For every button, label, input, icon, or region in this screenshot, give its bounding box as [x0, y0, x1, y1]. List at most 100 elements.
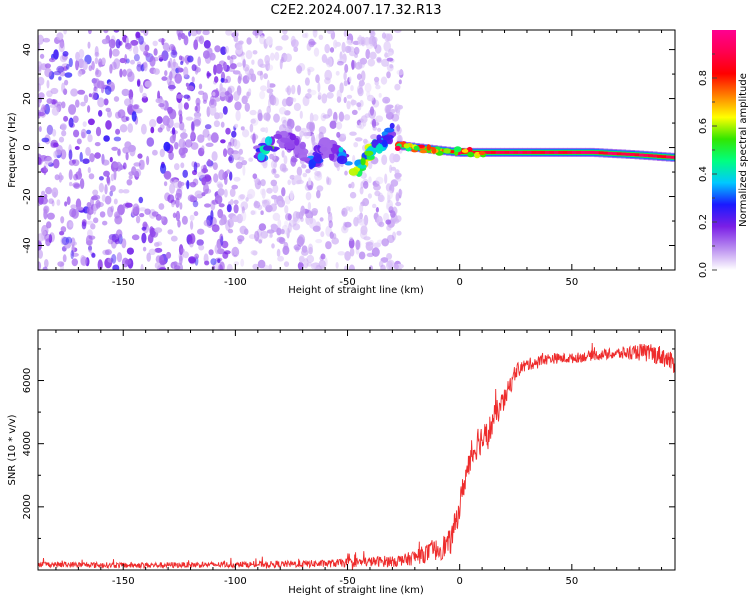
spectrogram-noise-cell [128, 171, 135, 176]
spectrogram-noise-cell [141, 232, 147, 244]
spectrogram-noise-cell [198, 90, 205, 96]
spectrogram-noise-cell [38, 66, 42, 75]
spectrogram-noise-cell [385, 203, 393, 211]
spectrogram-noise-cell [61, 124, 67, 131]
spectrogram-noise-cell [65, 236, 73, 245]
spectrogram-noise-cell [307, 201, 312, 211]
spectrogram-noise-cell [150, 126, 155, 134]
main-line-core-segment [580, 150, 586, 154]
spectrogram-noise-cell [266, 88, 274, 94]
spectrogram-noise-cell [321, 93, 328, 104]
spectrogram-noise-cell [372, 38, 377, 47]
spectrogram-noise-cell [226, 204, 232, 213]
spectrogram-noise-cell [363, 36, 371, 46]
spectrogram-noise-cell [344, 221, 352, 228]
spectrogram-noise-cell [163, 172, 171, 178]
spectrogram-noise-cell [386, 234, 395, 244]
spectrogram-noise-cell [38, 61, 43, 72]
spectrogram-noise-cell [251, 59, 255, 65]
spectrogram-noise-cell [110, 205, 114, 213]
spectrogram-noise-cell [177, 66, 181, 73]
spectrogram-noise-cell [113, 169, 117, 181]
spectrogram-noise-cell [119, 124, 128, 133]
spectrogram-noise-cell [313, 47, 320, 57]
snr-xlabel: Height of straight line (km) [288, 585, 424, 596]
spectrogram-noise-cell [302, 33, 308, 38]
spectrogram-noise-cell [218, 169, 226, 181]
spectrogram-noise-cell [241, 160, 248, 166]
spectrogram-noise-cell [260, 188, 266, 196]
spectrogram-noise-cell [177, 180, 182, 189]
spectrogram-noise-cell [158, 203, 165, 210]
spectrogram-noise-cell [220, 139, 226, 144]
spectrogram-echo-cell [294, 137, 300, 146]
spectrogram-noise-cell [162, 42, 170, 51]
spectrogram-noise-cell [64, 242, 71, 249]
spectrogram-noise-cell [367, 58, 376, 67]
snr-xtick-label: -100 [224, 576, 247, 587]
spectrogram-noise-cell [156, 116, 163, 124]
spectrogram-noise-cell [279, 107, 286, 115]
spectrogram-noise-cell [293, 46, 299, 52]
main-line-core-segment [648, 154, 653, 158]
spectrogram-noise-cell [324, 43, 331, 54]
spectrogram-noise-cell [69, 181, 73, 187]
spectrogram-noise-cell [305, 191, 312, 201]
spectrogram-noise-cell [56, 199, 61, 206]
spectrogram-noise-cell [297, 261, 304, 270]
spectrogram-noise-cell [177, 219, 181, 228]
spectrogram-noise-cell [326, 176, 330, 185]
spectrogram-noise-cell [218, 60, 226, 66]
spectrogram-noise-cell [178, 55, 183, 61]
spectrogram-noise-cell [320, 231, 325, 238]
spectrogram-noise-cell [376, 57, 382, 64]
spectrogram-noise-cell [180, 132, 188, 140]
spectrogram-noise-cell [359, 203, 364, 213]
spectrogram-noise-cell [68, 169, 73, 181]
main-line-core-segment [585, 150, 591, 154]
spectrogram-noise-cell [70, 88, 78, 97]
spectrogram-noise-cell [312, 114, 319, 122]
spectrogram-noise-cell [193, 211, 199, 217]
spectrogram-noise-cell [160, 163, 167, 174]
spectrogram-noise-cell [355, 137, 363, 142]
spectrogram-noise-cell [167, 60, 171, 69]
spectrogram-noise-cell [53, 150, 58, 159]
spectrogram-noise-cell [260, 210, 264, 215]
spectrogram-noise-cell [287, 222, 292, 233]
spectrogram-noise-cell [260, 127, 267, 132]
spectrogram-noise-cell [166, 117, 174, 129]
spectrogram-noise-cell [310, 262, 317, 270]
spectrogram-noise-cell [108, 38, 116, 49]
spectrogram-noise-cell [161, 76, 168, 81]
spectrogram-noise-cell [202, 92, 208, 102]
spectrogram-noise-cell [58, 41, 65, 53]
spectrogram-noise-cell [348, 264, 355, 270]
spectrogram-echo-cell [299, 157, 311, 162]
spectrogram-noise-cell [98, 110, 103, 117]
spectrogram-noise-cell [359, 229, 368, 240]
spectrogram-noise-cell [374, 190, 381, 197]
spectrogram-noise-cell [268, 98, 272, 109]
spectrogram-noise-cell [258, 223, 267, 231]
spectrogram-noise-cell [41, 190, 46, 196]
spectrogram-noise-cell [385, 183, 392, 192]
spectrogram-noise-cell [266, 229, 275, 234]
spectrogram-noise-cell [119, 57, 127, 64]
spectrogram-noise-cell [296, 166, 303, 177]
spectrogram-noise-cell [144, 52, 151, 58]
spectrogram-noise-cell [177, 32, 182, 41]
spectrogram-noise-cell [68, 149, 73, 160]
spectrogram-noise-cell [140, 263, 144, 270]
spectrogram-noise-cell [118, 189, 124, 194]
spectrogram-noise-cell [124, 98, 131, 107]
spectrogram-noise-cell [366, 94, 375, 102]
spectrogram-noise-cell [82, 121, 87, 127]
spectrogram-noise-cell [234, 123, 239, 128]
spectrogram-noise-cell [280, 228, 285, 235]
spectrogram-noise-cell [53, 49, 59, 60]
main-line-core-segment [589, 150, 595, 154]
spectrogram-noise-cell [244, 102, 250, 112]
main-line-blob [478, 151, 486, 156]
spectrogram-noise-cell [303, 132, 309, 137]
